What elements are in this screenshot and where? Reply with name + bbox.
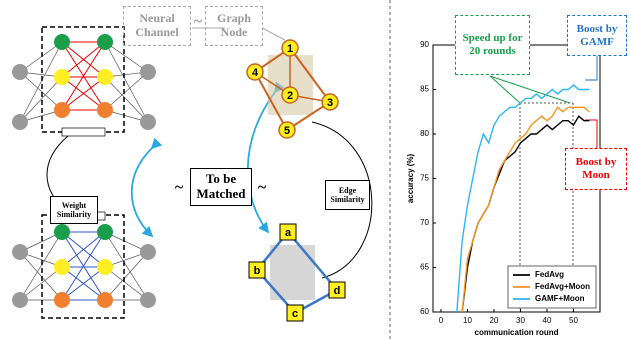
x-tick-label: 10 [463, 316, 472, 325]
graph-node-label: 4 [252, 67, 259, 79]
graph-node-label: 2 [287, 90, 293, 102]
to-be-matched-label: To be Matched [190, 168, 252, 206]
figure: 1 2 3 4 5 a b c d 60 65 70 75 80 85 90 0 10 20 30 40 50 commun… [0, 0, 629, 339]
separator: ~ [255, 178, 269, 198]
graph-node-label: a [285, 227, 292, 239]
graph-node-label: Graph Node [205, 6, 263, 46]
legend-label: FedAvg+Moon [535, 282, 590, 291]
networks [12, 27, 156, 318]
y-tick-label: 70 [420, 218, 429, 227]
y-tick-label: 90 [420, 40, 429, 49]
legend-label: GAMF+Moon [535, 294, 585, 303]
graph-node-label: c [292, 308, 298, 320]
y-axis-label: accuracy (%) [406, 153, 415, 203]
weight-similarity-label: Weight Similarity [50, 196, 98, 224]
x-tick-label: 0 [439, 316, 444, 325]
connector [262, 28, 285, 40]
annotation: Speed up for 20 rounds [455, 15, 530, 75]
y-tick-label: 65 [420, 263, 429, 272]
x-axis-label: communication round [475, 328, 559, 337]
separator: ~ [172, 178, 186, 198]
x-tick-label: 30 [516, 316, 525, 325]
edge-similarity-label: Edge Similarity [325, 180, 370, 210]
graph-b [257, 232, 337, 313]
y-tick-label: 80 [420, 129, 429, 138]
y-tick-label: 75 [420, 174, 429, 183]
x-tick-label: 50 [569, 316, 578, 325]
y-tick-label: 60 [420, 307, 429, 316]
graph-node-label: 5 [284, 125, 290, 137]
graph-node-label: 3 [327, 97, 333, 109]
legend-label: FedAvg [535, 270, 564, 279]
graph-node-label: b [254, 265, 261, 277]
annotation: Boost by GAMF [567, 15, 627, 56]
y-tick-label: 85 [420, 85, 429, 94]
match-arrow [132, 148, 152, 236]
annotation: Boost by Moon [565, 148, 627, 190]
x-tick-label: 20 [490, 316, 499, 325]
separator: ~ [192, 12, 204, 32]
graph-node-label: 1 [287, 43, 293, 55]
graph-node-label: d [334, 285, 341, 297]
neural-channel-label: Neural Channel [123, 6, 191, 46]
x-tick-label: 40 [543, 316, 552, 325]
canvas: 1 2 3 4 5 a b c d 60 65 70 75 80 85 90 0 10 20 30 40 50 commun… [0, 0, 629, 339]
